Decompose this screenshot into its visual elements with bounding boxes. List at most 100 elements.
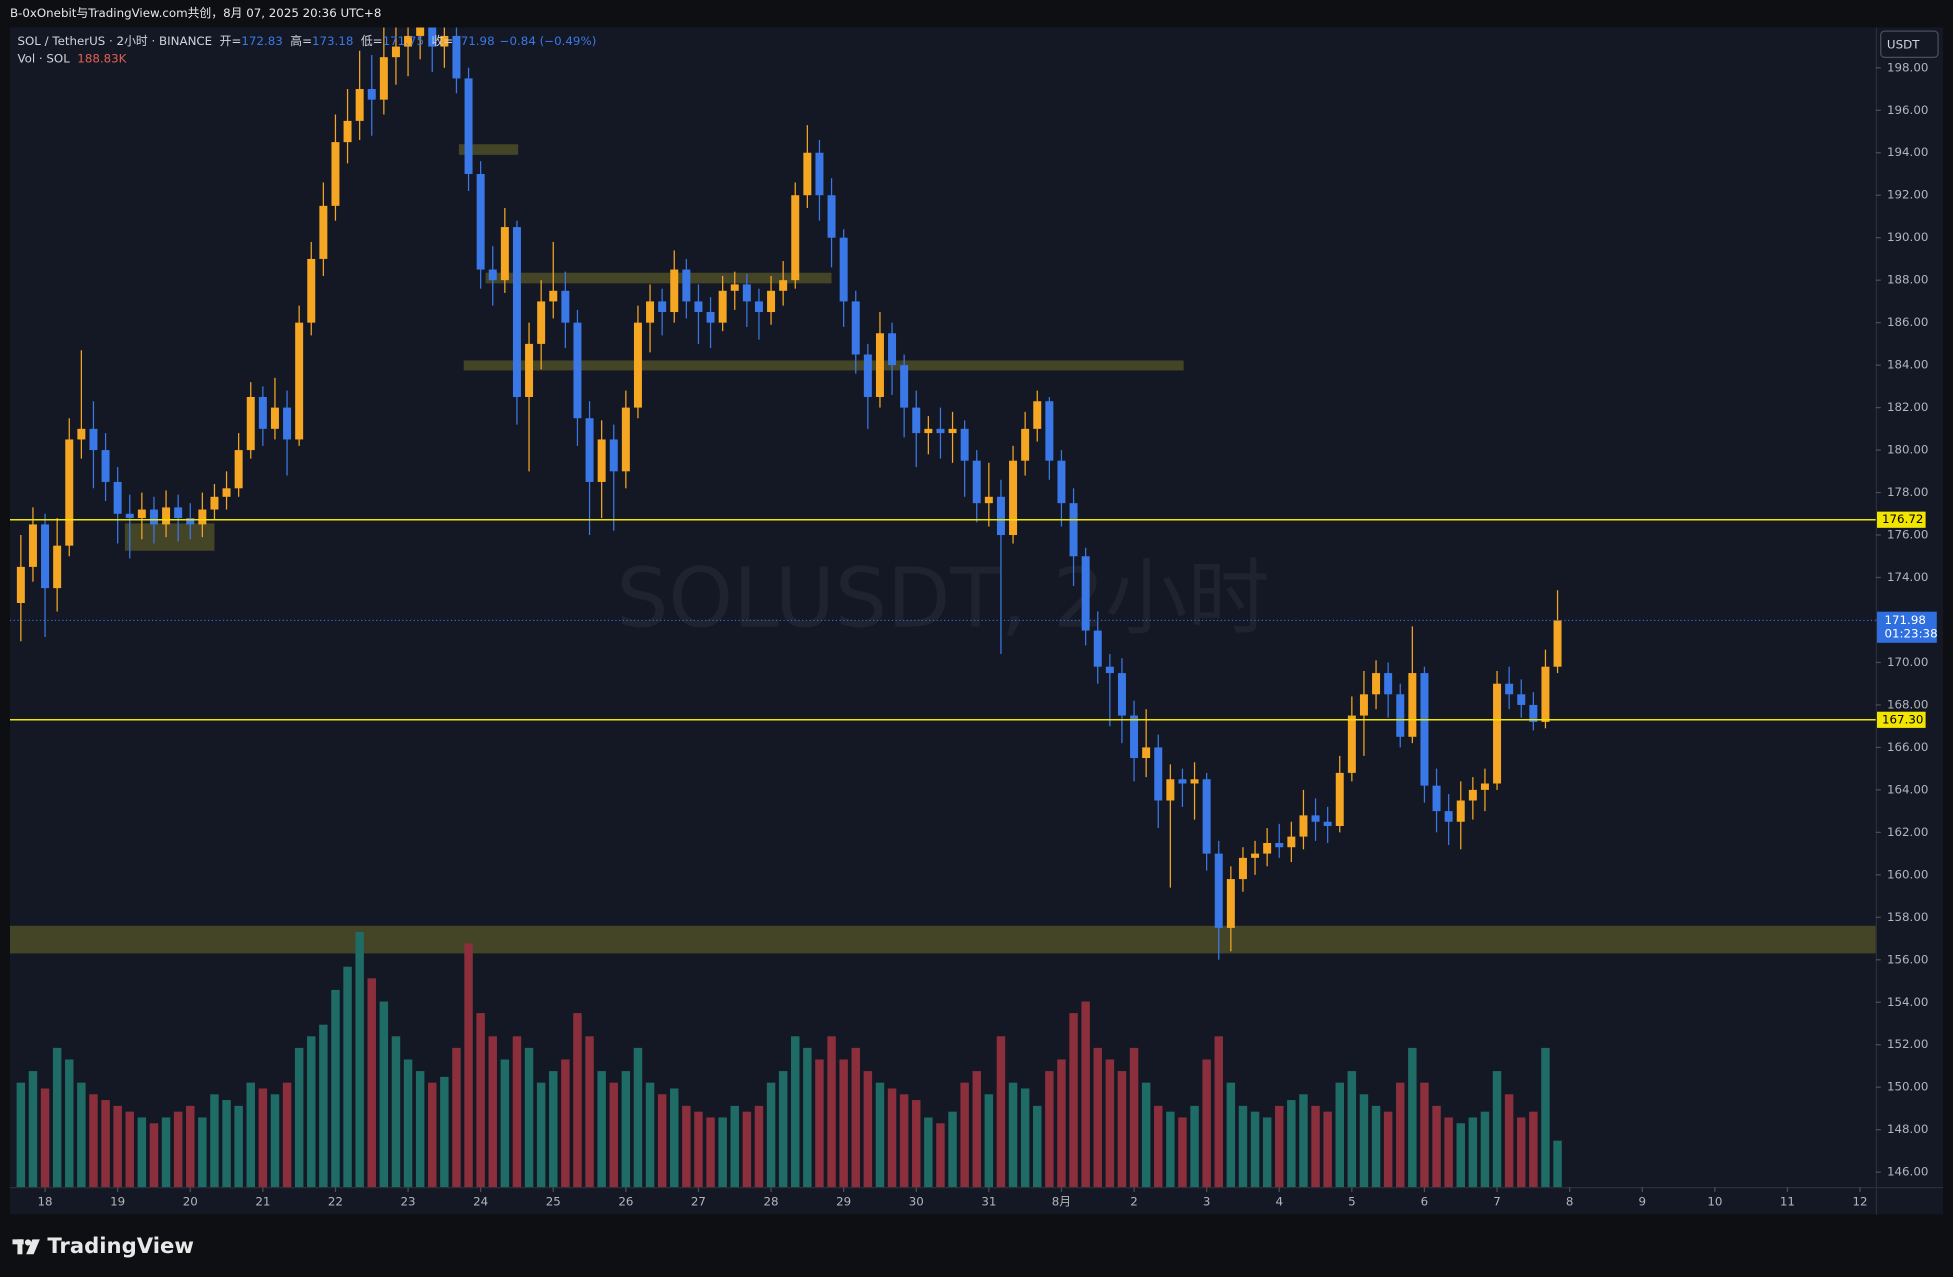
volume-bar [1069,1013,1078,1188]
y-tick-label: 152.00 [1887,1037,1928,1051]
volume-bar [984,1094,994,1188]
currency: USDT [1887,37,1920,51]
candle-body [609,439,618,472]
candle-body [440,35,449,47]
volume-bar [972,1071,981,1188]
candle-body [1372,673,1381,695]
zone [124,523,215,551]
y-tick-label: 164.00 [1887,782,1928,796]
volume-bar [198,1117,207,1188]
y-tick-label: 158.00 [1887,910,1928,924]
candle-body [1311,815,1320,822]
candle-body [585,418,594,482]
candle-body [1347,715,1356,773]
currency-button[interactable] [1880,30,1939,58]
candle-body [779,280,788,291]
volume-bar [657,1094,667,1188]
volume-bar [1238,1105,1248,1188]
x-tick-label: 7 [1493,1194,1501,1208]
volume-bar [101,1100,110,1188]
volume-bar [1214,1036,1223,1188]
candle-body [1444,811,1453,822]
candle-body [549,290,558,302]
volume-bar [440,1076,449,1188]
candle-body [1396,694,1405,737]
legend-value: 172.83 [241,34,282,48]
volume-bar [1045,1071,1054,1188]
volume-bar [161,1117,171,1188]
candle-body [936,428,945,434]
volume-bar [500,1059,510,1188]
volume-bar [778,1071,788,1188]
y-tick-label: 192.00 [1887,188,1928,202]
volume-bar [89,1094,98,1188]
candle-body [815,152,824,196]
candle-body [343,120,352,143]
candle-body [682,269,691,302]
volume-bar [1347,1071,1357,1188]
candle-body [1154,747,1163,801]
volume-bar [1287,1100,1296,1188]
x-tick-label: 24 [473,1194,488,1208]
volume-bar [1456,1123,1465,1188]
legend-value: 171.98 [453,34,494,48]
x-tick-label: 28 [764,1194,779,1208]
candle-body [948,428,957,434]
volume-bar [379,1001,389,1188]
volume-bar [1504,1094,1514,1188]
volume-bar [137,1117,147,1188]
candle-body [234,450,243,489]
y-tick-label: 178.00 [1887,485,1928,499]
candle-body [198,509,207,525]
volume-bar [960,1082,969,1188]
volume-bar [766,1082,776,1188]
legend-change: −0.84 (−0.49%) [500,34,597,48]
volume-bar [1492,1071,1502,1188]
volume-bar [294,1047,304,1188]
candle-body [621,407,630,472]
x-tick-label: 4 [1275,1194,1283,1208]
candle-body [694,301,703,313]
candle-body [1105,666,1114,674]
volume-bar [573,1013,582,1188]
x-tick-label: 22 [328,1194,343,1208]
volume-bar [524,1047,534,1188]
y-tick-label: 176.00 [1887,528,1928,542]
candle-body [488,269,497,281]
y-tick-label: 148.00 [1887,1122,1928,1136]
candle-body [1287,836,1296,848]
volume-bar [1420,1082,1429,1188]
candle-body [1033,401,1042,429]
candle-body [912,407,921,434]
candle-body [924,428,933,434]
x-tick-label: 9 [1638,1194,1646,1208]
candle-body [16,566,25,603]
candle-body [1190,779,1199,784]
candle-body [670,269,679,313]
volume-bar [52,1047,62,1188]
volume-bar [1553,1140,1562,1188]
candle-body [307,258,316,323]
volume-bar [149,1123,159,1188]
volume-bar [815,1059,824,1188]
x-tick-label: 2 [1130,1194,1138,1208]
candle-body [379,57,388,100]
y-tick-label: 162.00 [1887,825,1928,839]
y-tick-label: 168.00 [1887,697,1928,711]
candle-body [210,496,219,510]
candle-body [89,428,98,451]
candle-body [137,509,146,519]
candle-body [283,407,292,440]
candle-body [537,301,546,344]
volume-bar [851,1047,860,1188]
volume-bar [258,1088,268,1188]
candle-body [1480,783,1489,790]
legend-label: 高= [290,34,312,48]
volume-bar [1226,1082,1236,1188]
candle-body [984,496,993,504]
y-tick-label: 180.00 [1887,443,1928,457]
candle-body [404,35,413,47]
candle-body [270,407,279,429]
symbol: SOL / TetherUS · 2小时 · BINANCE [17,34,212,48]
volume-bar [1408,1047,1417,1188]
